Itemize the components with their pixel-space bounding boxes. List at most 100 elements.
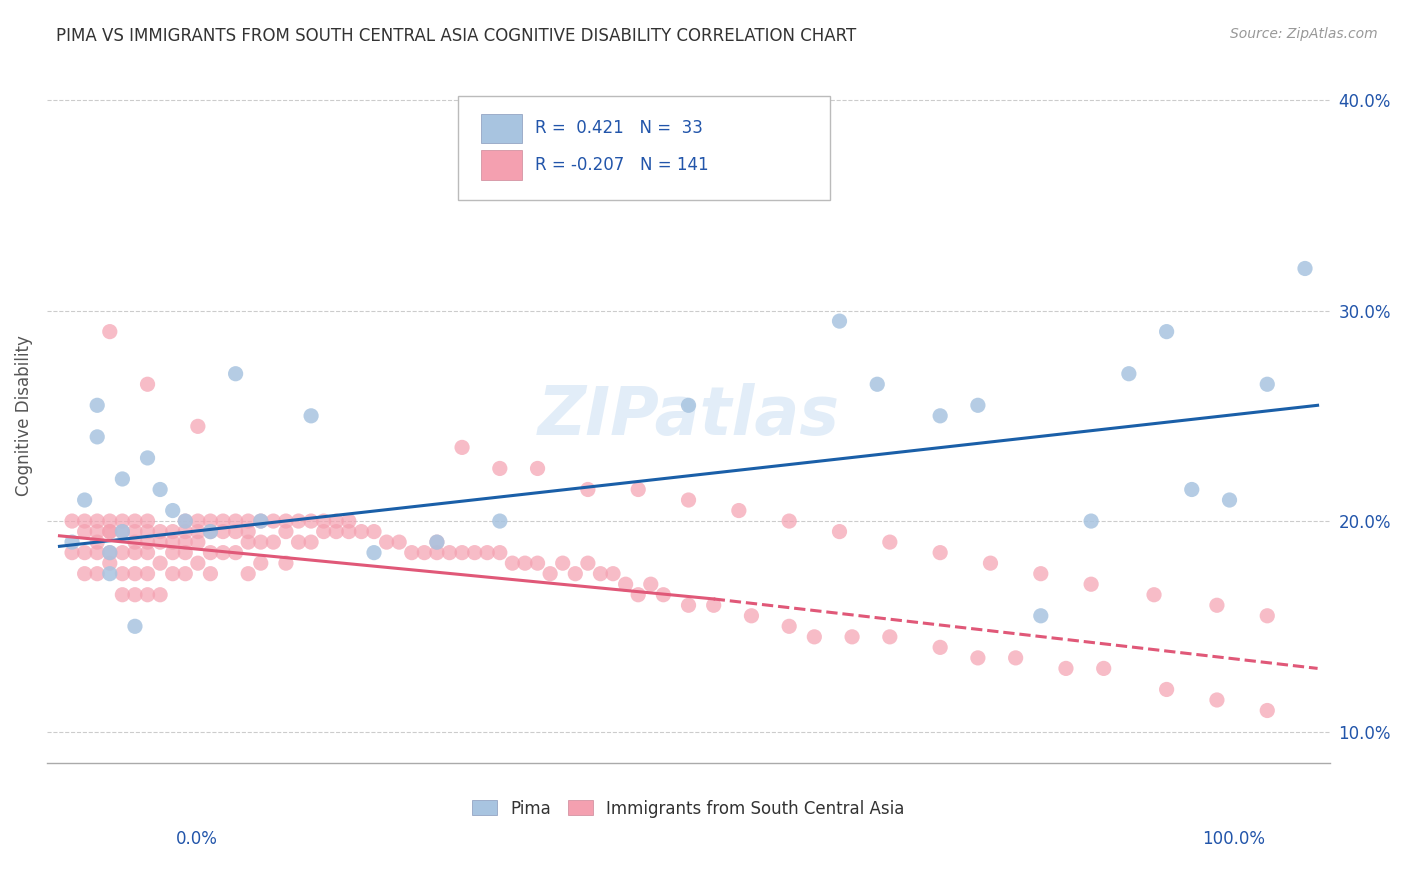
Point [828, 524, 851, 539]
Point [413, 546, 436, 560]
Point [866, 377, 889, 392]
Point [401, 546, 423, 560]
Point [187, 514, 209, 528]
Point [299, 409, 322, 423]
Point [60, 546, 83, 560]
Point [1256, 608, 1278, 623]
Point [1294, 261, 1316, 276]
Point [98, 546, 121, 560]
Point [576, 556, 599, 570]
Point [60, 514, 83, 528]
Point [149, 483, 172, 497]
Point [678, 493, 700, 508]
Point [627, 483, 650, 497]
Point [238, 535, 260, 549]
Point [111, 524, 134, 539]
Point [187, 524, 209, 539]
Point [375, 535, 398, 549]
Point [98, 566, 121, 581]
Point [488, 514, 510, 528]
Point [551, 556, 574, 570]
Point [262, 514, 284, 528]
Point [929, 409, 952, 423]
Point [98, 546, 121, 560]
Point [1256, 377, 1278, 392]
Point [124, 524, 146, 539]
Text: 0.0%: 0.0% [176, 830, 218, 847]
Point [86, 398, 108, 412]
Point [200, 514, 222, 528]
Point [162, 524, 184, 539]
Point [1029, 566, 1052, 581]
Point [967, 398, 990, 412]
Point [225, 524, 247, 539]
Point [576, 483, 599, 497]
Point [136, 566, 159, 581]
Point [1181, 483, 1204, 497]
Point [111, 514, 134, 528]
Point [337, 524, 360, 539]
Text: 100.0%: 100.0% [1202, 830, 1265, 847]
Point [652, 588, 675, 602]
Point [451, 546, 474, 560]
Point [388, 535, 411, 549]
Point [602, 566, 624, 581]
Point [162, 566, 184, 581]
Point [98, 556, 121, 570]
Point [967, 651, 990, 665]
Point [1206, 599, 1229, 613]
Point [98, 514, 121, 528]
Point [526, 556, 548, 570]
Point [477, 546, 499, 560]
Point [174, 535, 197, 549]
Point [187, 556, 209, 570]
Point [86, 566, 108, 581]
Point [249, 556, 271, 570]
Point [513, 556, 536, 570]
Point [238, 524, 260, 539]
Point [1004, 651, 1026, 665]
Point [136, 450, 159, 465]
Point [879, 630, 901, 644]
Point [162, 535, 184, 549]
Point [60, 535, 83, 549]
Point [337, 514, 360, 528]
Point [212, 514, 235, 528]
Point [73, 546, 96, 560]
Point [363, 524, 385, 539]
Point [350, 524, 373, 539]
Point [1080, 514, 1102, 528]
Point [249, 535, 271, 549]
Point [174, 546, 197, 560]
Point [238, 514, 260, 528]
Point [778, 514, 800, 528]
Point [174, 566, 197, 581]
Point [426, 535, 449, 549]
Point [274, 514, 297, 528]
Point [136, 588, 159, 602]
Point [86, 430, 108, 444]
Point [86, 514, 108, 528]
Point [287, 535, 309, 549]
Point [312, 524, 335, 539]
Point [727, 503, 749, 517]
Legend: Pima, Immigrants from South Central Asia: Pima, Immigrants from South Central Asia [465, 793, 911, 824]
Point [501, 556, 523, 570]
Point [162, 503, 184, 517]
Point [111, 524, 134, 539]
Point [86, 546, 108, 560]
Point [124, 619, 146, 633]
Point [929, 546, 952, 560]
Text: PIMA VS IMMIGRANTS FROM SOUTH CENTRAL ASIA COGNITIVE DISABILITY CORRELATION CHAR: PIMA VS IMMIGRANTS FROM SOUTH CENTRAL AS… [56, 27, 856, 45]
Point [111, 472, 134, 486]
Point [225, 546, 247, 560]
Point [238, 566, 260, 581]
Point [614, 577, 637, 591]
Point [200, 546, 222, 560]
Point [200, 566, 222, 581]
Point [249, 514, 271, 528]
Point [1143, 588, 1166, 602]
Point [1156, 325, 1178, 339]
Point [538, 566, 561, 581]
Point [740, 608, 762, 623]
